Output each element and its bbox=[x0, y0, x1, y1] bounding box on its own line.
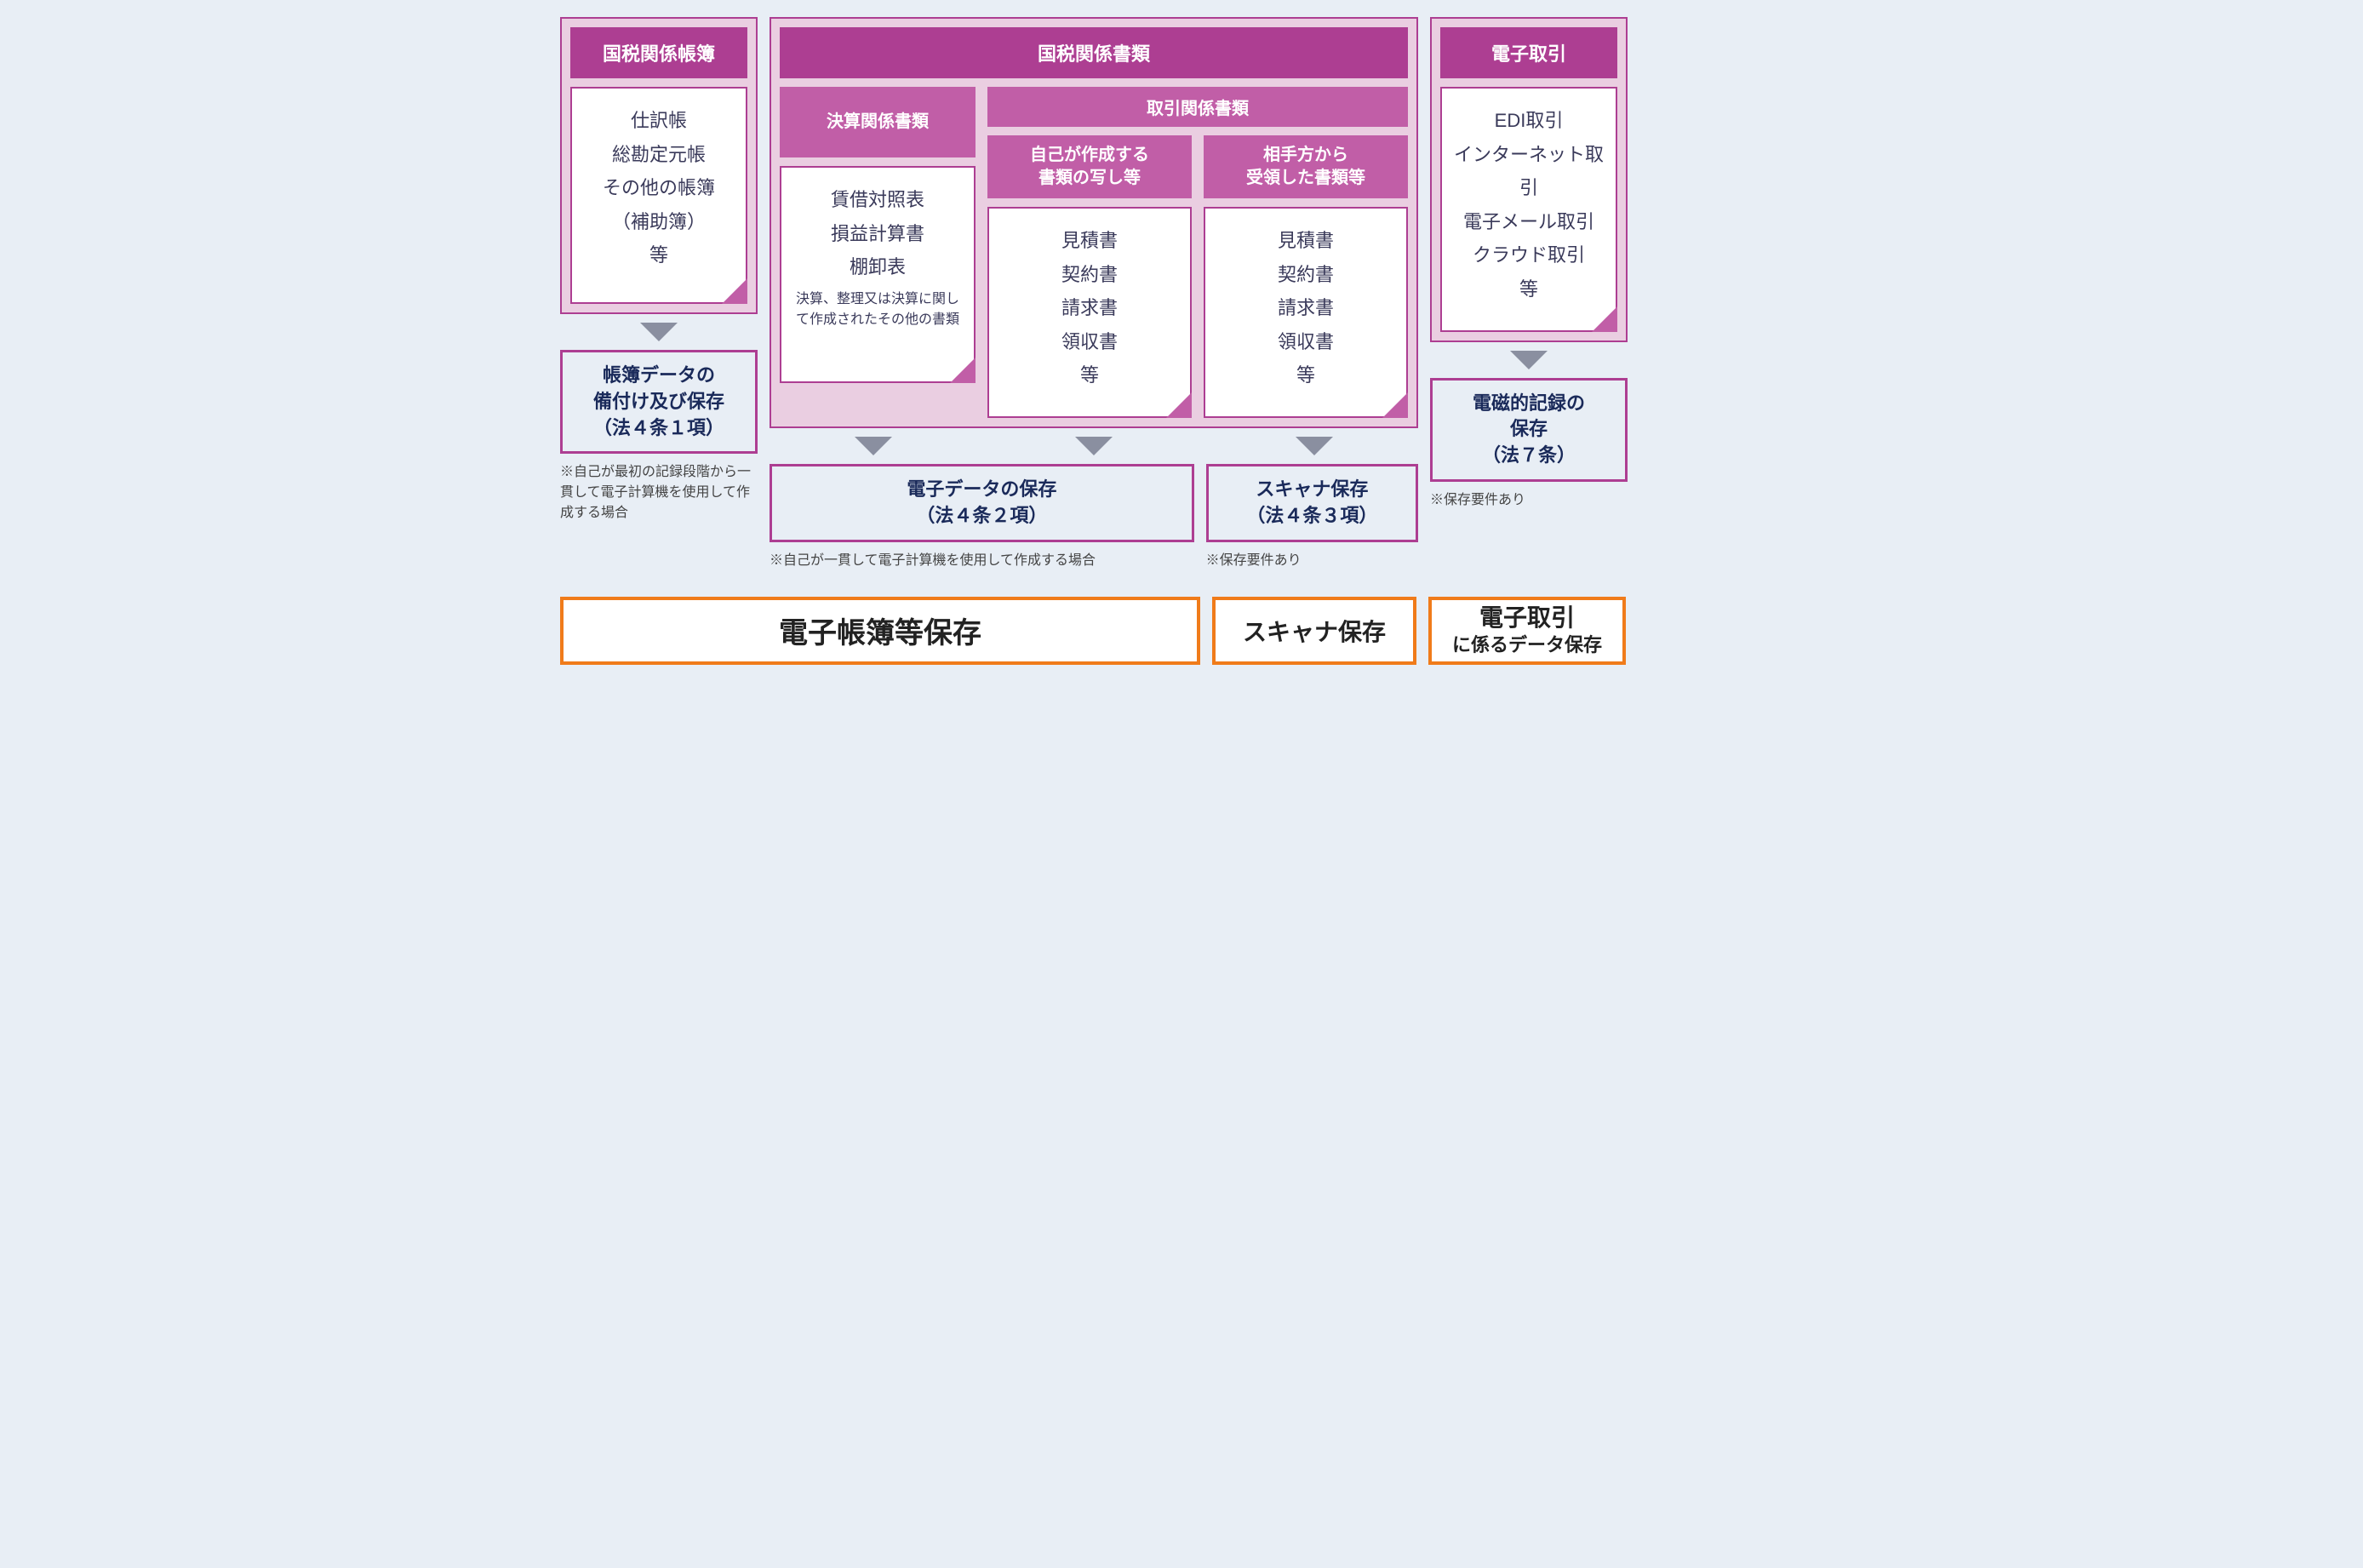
orange-box-scanner-storage: スキャナ保存 bbox=[1212, 597, 1416, 665]
card-received: 見積書 契約書 請求書 領収書 等 bbox=[1204, 207, 1408, 418]
note-books: ※自己が最初の記録段階から一貫して電子計算機を使用して作成する場合 bbox=[560, 462, 758, 524]
card-line: 仕訳帳 bbox=[581, 104, 737, 138]
card-settlement: 賃借対照表 損益計算書 棚卸表 決算、整理又は決算に関して作成されたその他の書類 bbox=[780, 166, 976, 383]
card-line: 損益計算書 bbox=[790, 217, 965, 251]
orange-box3-line2: に係るデータ保存 bbox=[1452, 634, 1602, 655]
card-line: インターネット取引 bbox=[1450, 138, 1607, 205]
arrow-down-icon bbox=[1296, 437, 1333, 455]
orange-box-etransaction-storage: 電子取引 に係るデータ保存 bbox=[1428, 597, 1626, 665]
card-line: 等 bbox=[1450, 272, 1607, 306]
law-row-middle: 電子データの保存 （法４条２項） ※自己が一貫して電子計算機を使用して作成する場… bbox=[770, 464, 1418, 571]
note-electronic-data: ※自己が一貫して電子計算機を使用して作成する場合 bbox=[770, 551, 1194, 571]
orange-row: 電子帳簿等保存 スキャナ保存 電子取引 に係るデータ保存 bbox=[560, 597, 1803, 665]
orange-box-ebook-storage: 電子帳簿等保存 bbox=[560, 597, 1200, 665]
arrow-down-icon bbox=[1510, 351, 1548, 369]
card-self-created: 見積書 契約書 請求書 領収書 等 bbox=[987, 207, 1192, 418]
subcol-settlement: 決算関係書類 賃借対照表 損益計算書 棚卸表 決算、整理又は決算に関して作成され… bbox=[780, 78, 976, 418]
card-line: 賃借対照表 bbox=[790, 183, 965, 217]
card-line: クラウド取引 bbox=[1450, 238, 1607, 272]
card-line: 領収書 bbox=[1214, 325, 1398, 359]
card-line: 棚卸表 bbox=[790, 250, 965, 284]
law-box-books: 帳簿データの 備付け及び保存 （法４条１項） bbox=[560, 350, 758, 454]
card-line: （補助簿） bbox=[581, 205, 737, 239]
header-etransaction: 電子取引 bbox=[1440, 27, 1617, 78]
card-line: その他の帳簿 bbox=[581, 171, 737, 205]
law-box-electronic-data: 電子データの保存 （法４条２項） bbox=[770, 464, 1194, 542]
card-etransaction: EDI取引 インターネット取引 電子メール取引 クラウド取引 等 bbox=[1440, 87, 1617, 332]
header-documents: 国税関係書類 bbox=[780, 27, 1408, 78]
outer-box-documents: 国税関係書類 決算関係書類 賃借対照表 損益計算書 棚卸表 決算、整理又は決算に… bbox=[770, 17, 1418, 428]
card-line: 総勘定元帳 bbox=[581, 138, 737, 172]
card-line: 等 bbox=[581, 238, 737, 272]
card-line: 等 bbox=[1214, 358, 1398, 392]
outer-box-etransaction: 電子取引 EDI取引 インターネット取引 電子メール取引 クラウド取引 等 bbox=[1430, 17, 1628, 342]
card-line: 領収書 bbox=[998, 325, 1182, 359]
law-box-scanner: スキャナ保存 （法４条３項） bbox=[1206, 464, 1418, 542]
arrow-row-middle bbox=[770, 428, 1418, 464]
subcol-received: 相手方から 受領した書類等 見積書 契約書 請求書 領収書 等 bbox=[1204, 127, 1408, 418]
card-line: 電子メール取引 bbox=[1450, 205, 1607, 239]
card-line: EDI取引 bbox=[1450, 104, 1607, 138]
arrow-down-icon bbox=[855, 437, 892, 455]
subheader-settlement: 決算関係書類 bbox=[780, 87, 976, 157]
card-line: 見積書 bbox=[998, 224, 1182, 258]
subcol-self-created: 自己が作成する 書類の写し等 見積書 契約書 請求書 領収書 等 bbox=[987, 127, 1192, 418]
orange-box3-line1: 電子取引 bbox=[1479, 604, 1575, 631]
card-line: 請求書 bbox=[998, 291, 1182, 325]
note-electromagnetic: ※保存要件あり bbox=[1430, 490, 1628, 511]
arrow-down-icon bbox=[1075, 437, 1113, 455]
card-books: 仕訳帳 総勘定元帳 その他の帳簿 （補助簿） 等 bbox=[570, 87, 747, 304]
card-line: 等 bbox=[998, 358, 1182, 392]
card-line: 契約書 bbox=[998, 258, 1182, 292]
subheader-received: 相手方から 受領した書類等 bbox=[1204, 135, 1408, 198]
column-books: 国税関係帳簿 仕訳帳 総勘定元帳 その他の帳簿 （補助簿） 等 帳簿データの 備… bbox=[560, 17, 758, 571]
card-line: 契約書 bbox=[1214, 258, 1398, 292]
subheader-self-created: 自己が作成する 書類の写し等 bbox=[987, 135, 1192, 198]
subgroup-transaction-docs: 取引関係書類 自己が作成する 書類の写し等 見積書 契約書 請求書 領収書 等 bbox=[987, 78, 1408, 418]
subheader-transaction-docs: 取引関係書類 bbox=[987, 87, 1408, 127]
column-documents-group: 国税関係書類 決算関係書類 賃借対照表 損益計算書 棚卸表 決算、整理又は決算に… bbox=[770, 17, 1418, 571]
arrow-down-icon bbox=[640, 323, 678, 341]
note-scanner: ※保存要件あり bbox=[1206, 551, 1418, 571]
tax-document-storage-diagram: 国税関係帳簿 仕訳帳 総勘定元帳 その他の帳簿 （補助簿） 等 帳簿データの 備… bbox=[560, 17, 1803, 665]
card-small-note: 決算、整理又は決算に関して作成されたその他の書類 bbox=[790, 289, 965, 330]
outer-box-books: 国税関係帳簿 仕訳帳 総勘定元帳 その他の帳簿 （補助簿） 等 bbox=[560, 17, 758, 314]
card-line: 請求書 bbox=[1214, 291, 1398, 325]
column-etransaction: 電子取引 EDI取引 インターネット取引 電子メール取引 クラウド取引 等 電磁… bbox=[1430, 17, 1628, 571]
law-box-electromagnetic: 電磁的記録の 保存 （法７条） bbox=[1430, 378, 1628, 482]
header-books: 国税関係帳簿 bbox=[570, 27, 747, 78]
card-line: 見積書 bbox=[1214, 224, 1398, 258]
top-row: 国税関係帳簿 仕訳帳 総勘定元帳 その他の帳簿 （補助簿） 等 帳簿データの 備… bbox=[560, 17, 1803, 571]
